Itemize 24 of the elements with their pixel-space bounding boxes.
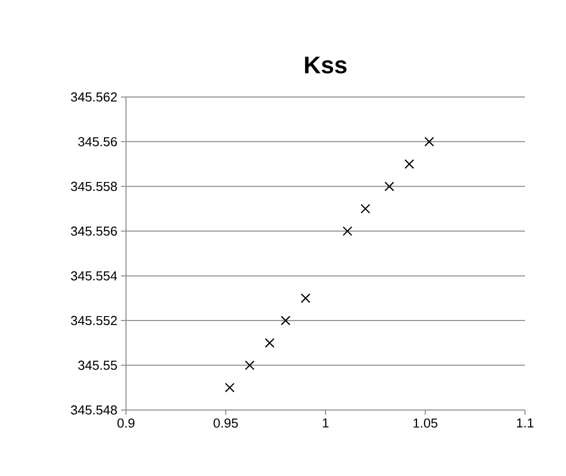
point bbox=[280, 316, 290, 326]
x-tick-label: 1 bbox=[322, 418, 328, 428]
y-tick-label: 345.55 bbox=[78, 360, 117, 370]
y-tick-label: 345.56 bbox=[78, 137, 117, 146]
point bbox=[424, 136, 434, 147]
y-tick-label: 345.558 bbox=[70, 182, 117, 192]
point bbox=[244, 360, 255, 370]
chart-title: Kss bbox=[305, 56, 347, 74]
y-tick-label: 345.556 bbox=[70, 226, 117, 236]
point bbox=[360, 204, 370, 214]
point bbox=[342, 226, 352, 236]
point bbox=[264, 338, 274, 348]
y-tick-label: 345.552 bbox=[70, 316, 117, 326]
point bbox=[384, 182, 394, 192]
point bbox=[404, 159, 414, 169]
x-tick-label: 0.95 bbox=[214, 418, 238, 428]
x-tick-label: 0.9 bbox=[117, 418, 134, 428]
point bbox=[300, 293, 310, 304]
x-tick-label: 1.05 bbox=[414, 418, 438, 428]
point bbox=[224, 382, 235, 392]
y-tick-label: 345.548 bbox=[70, 405, 117, 415]
x-tick-label: 1.1 bbox=[516, 418, 534, 428]
y-tick-label: 345.554 bbox=[70, 271, 118, 280]
y-tick-label: 345.562 bbox=[70, 92, 117, 102]
